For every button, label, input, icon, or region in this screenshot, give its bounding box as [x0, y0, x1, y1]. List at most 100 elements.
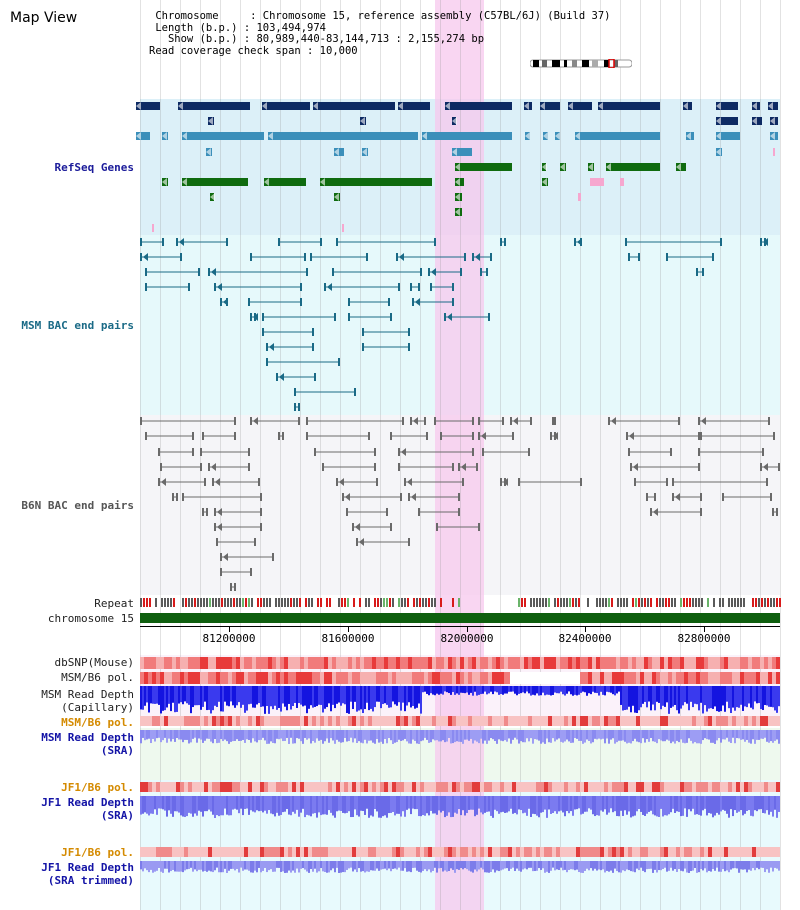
depth-bar: [290, 686, 292, 710]
depth-bar: [234, 861, 236, 871]
heat-cell: [260, 782, 264, 792]
depth-bar: [608, 796, 610, 813]
depth-bar: [552, 796, 554, 813]
heat-cell: [472, 657, 476, 669]
gene-strand-arrow: [268, 132, 273, 140]
repeat-element: [575, 598, 577, 607]
heat-cell: [436, 672, 440, 684]
depth-bar: [358, 861, 360, 869]
depth-bar: [152, 796, 154, 814]
heat-cell: [448, 657, 452, 669]
b6n-bac-pair-end: [512, 432, 514, 440]
heat-cell: [256, 716, 260, 726]
depth-bar: [554, 796, 556, 812]
length-line: Length (b.p.) : 103,494,974: [149, 21, 327, 34]
depth-bar: [186, 686, 188, 704]
depth-bar: [690, 796, 692, 812]
depth-bar: [520, 796, 522, 811]
heat-cell: [356, 672, 360, 684]
heat-cell: [668, 716, 672, 726]
depth-bar: [244, 861, 246, 870]
heat-cell: [732, 672, 736, 684]
chromosome-ideogram[interactable]: [529, 53, 633, 69]
heat-cell: [184, 672, 188, 684]
heat-cell: [316, 716, 320, 726]
depth-bar: [256, 730, 258, 743]
b6n-bac-pair-arrow: [345, 493, 350, 501]
depth-bar: [414, 686, 416, 709]
heat-cell: [404, 716, 408, 726]
track-label-b6n-bac: B6N BAC end pairs: [21, 499, 134, 512]
depth-bar: [300, 686, 302, 705]
heat-cell: [196, 716, 200, 726]
depth-bar: [484, 686, 486, 692]
b6n-bac-pair-end: [654, 493, 656, 501]
repeat-element: [269, 598, 271, 607]
msm-bac-pair-end: [712, 253, 714, 261]
depth-bar: [228, 861, 230, 871]
depth-bar: [396, 796, 398, 814]
depth-bar: [660, 730, 662, 741]
b6n-bac-pair-end: [278, 432, 280, 440]
chromosome-bar[interactable]: [140, 613, 780, 623]
depth-bar: [752, 796, 754, 817]
heat-cell: [268, 847, 272, 857]
depth-bar: [520, 730, 522, 742]
depth-bar: [180, 861, 182, 872]
depth-bar: [732, 686, 734, 708]
heat-cell: [528, 847, 532, 857]
heat-cell: [316, 847, 320, 857]
heat-cell: [520, 716, 524, 726]
depth-bar: [588, 730, 590, 741]
depth-bar: [166, 861, 168, 869]
heat-cell: [760, 672, 764, 684]
depth-bar: [254, 730, 256, 742]
heat-cell: [516, 847, 520, 857]
depth-bar: [664, 796, 666, 816]
depth-bar: [220, 861, 222, 873]
heat-cell: [476, 847, 480, 857]
depth-bar: [510, 686, 512, 692]
depth-bar: [624, 730, 626, 742]
depth-bar: [212, 686, 214, 711]
heat-cell: [384, 657, 388, 669]
depth-bar: [768, 686, 770, 707]
repeat-element: [266, 598, 268, 607]
depth-bar: [368, 796, 370, 818]
depth-bar: [628, 861, 630, 871]
depth-bar: [240, 730, 242, 741]
heat-cell: [604, 672, 608, 684]
depth-bar: [760, 796, 762, 810]
heat-cell: [380, 782, 384, 792]
heat-cell: [480, 782, 484, 792]
depth-bar: [508, 686, 510, 692]
heat-cell: [348, 672, 352, 684]
depth-bar: [290, 861, 292, 873]
depth-bar: [402, 730, 404, 741]
heat-cell: [712, 847, 716, 857]
repeat-element: [659, 598, 661, 607]
repeat-element: [569, 598, 571, 607]
heat-cell: [568, 847, 572, 857]
heat-cell: [224, 782, 228, 792]
b6n-bac-pair-arrow: [217, 508, 222, 516]
depth-bar: [254, 796, 256, 813]
heat-cell: [748, 847, 752, 857]
heat-cell: [152, 672, 156, 684]
depth-bar: [222, 686, 224, 712]
msm-bac-pair-end: [430, 283, 432, 291]
heat-cell: [580, 657, 584, 669]
depth-bar: [188, 796, 190, 813]
gene-feature: [313, 102, 395, 110]
depth-bar: [162, 796, 164, 810]
depth-bar: [260, 730, 262, 740]
depth-bar: [252, 730, 254, 739]
heat-cell: [464, 716, 468, 726]
depth-bar: [684, 686, 686, 703]
b6n-bac-pair-arrow: [461, 463, 466, 471]
repeat-element: [536, 598, 538, 607]
depth-bar: [776, 686, 778, 713]
heat-cell: [428, 672, 432, 684]
depth-bar: [656, 796, 658, 817]
